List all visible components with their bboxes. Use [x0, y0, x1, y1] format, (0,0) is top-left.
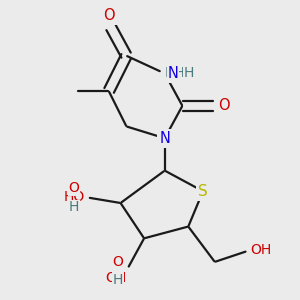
Text: N: N [159, 131, 170, 146]
Text: H: H [184, 66, 194, 80]
Text: OH: OH [250, 243, 272, 257]
Text: H: H [69, 200, 79, 214]
Text: O: O [112, 255, 124, 269]
Text: O: O [103, 8, 115, 23]
Text: S: S [198, 184, 208, 199]
Text: H: H [113, 273, 124, 286]
Text: NH: NH [165, 66, 185, 80]
Text: O: O [218, 98, 229, 113]
Text: HO: HO [64, 190, 85, 204]
Text: O: O [68, 181, 79, 195]
Text: OH: OH [105, 271, 126, 285]
Text: N: N [168, 66, 178, 81]
